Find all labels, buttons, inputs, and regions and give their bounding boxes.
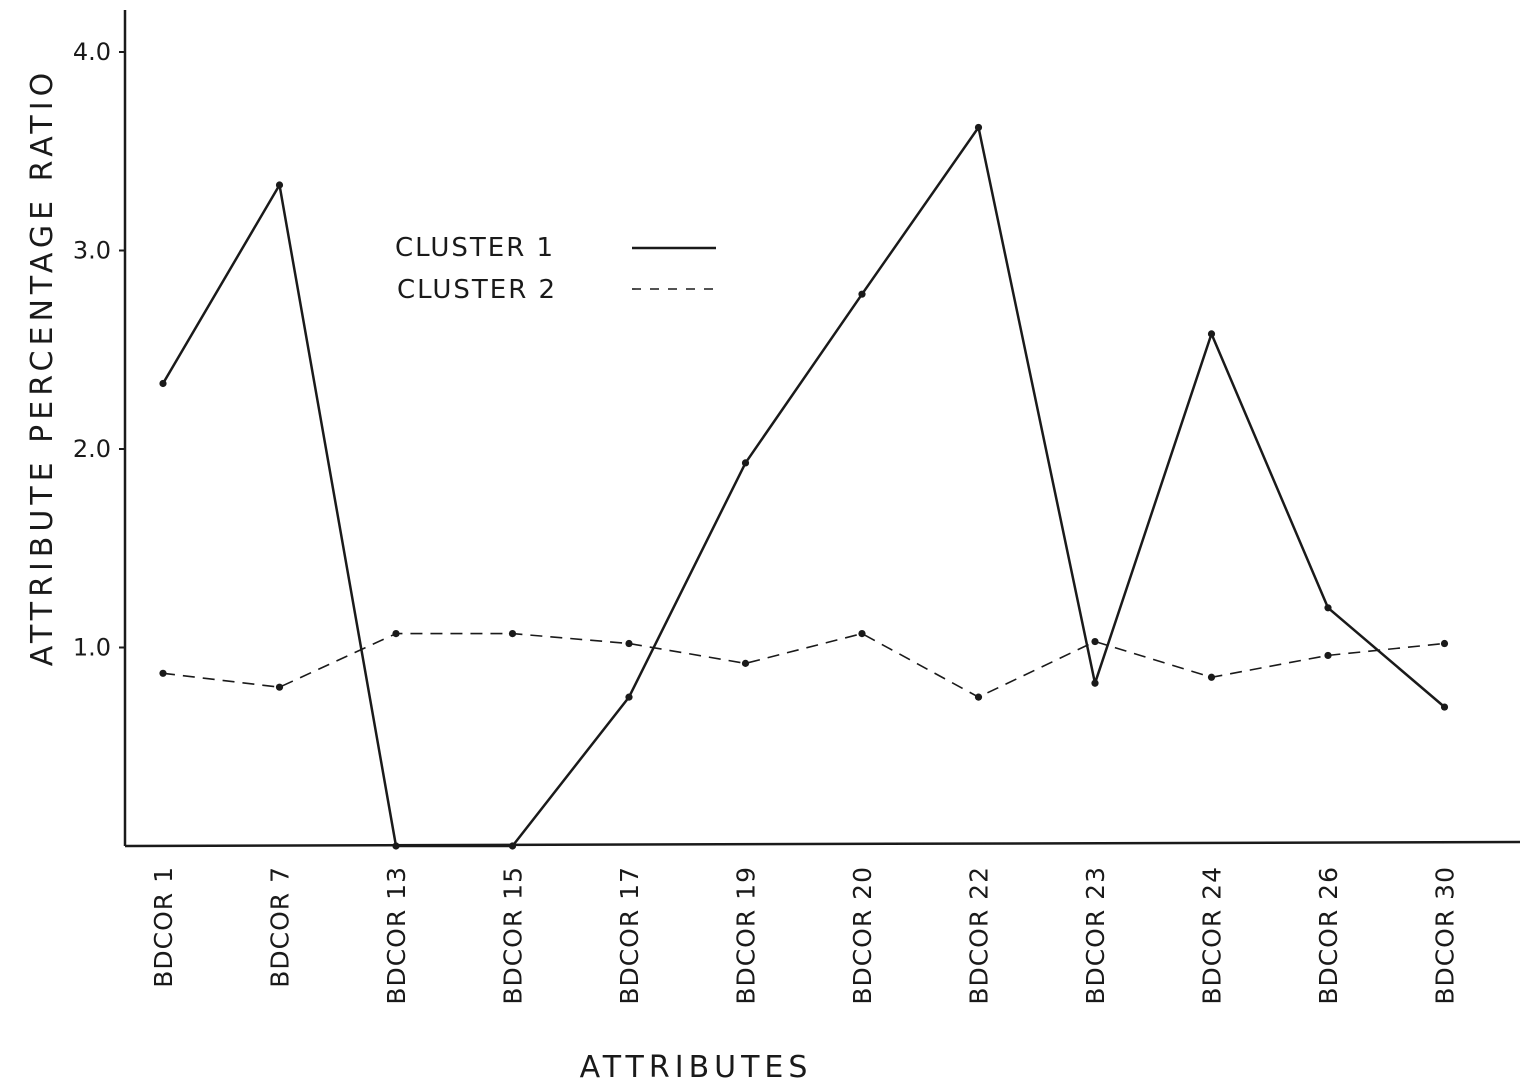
data-point-cluster-1 (275, 181, 284, 189)
x-axis-title: ATTRIBUTES (580, 1050, 813, 1085)
y-ticks: 1.0 2.0 3.0 4.0 (73, 38, 125, 662)
x-tick-label: BDCOR 26 (1314, 866, 1343, 1005)
data-point-cluster-2 (392, 630, 400, 638)
data-point-cluster-2 (858, 630, 866, 638)
x-axis-line (124, 840, 1521, 848)
legend: CLUSTER 1 CLUSTER 2 (395, 233, 716, 305)
series-line-cluster-1 (161, 126, 1446, 848)
x-tick-label: BDCOR 15 (499, 866, 528, 1005)
data-point-cluster-2 (275, 683, 284, 691)
x-tick-label: BDCOR 1 (149, 866, 178, 988)
data-point-cluster-1 (858, 290, 866, 298)
legend-label-cluster-2: CLUSTER 2 (397, 275, 557, 305)
x-tick-label: BDCOR 7 (266, 866, 295, 988)
y-tick-label: 4.0 (73, 38, 111, 66)
data-point-cluster-1 (625, 693, 633, 701)
data-point-cluster-1 (741, 459, 750, 467)
data-point-cluster-2 (1207, 673, 1216, 681)
series-lines (161, 126, 1446, 848)
y-tick-label: 2.0 (73, 435, 111, 463)
data-point-cluster-2 (1324, 651, 1332, 660)
data-point-cluster-2 (741, 659, 750, 667)
data-point-cluster-1 (392, 842, 400, 850)
data-point-cluster-1 (1091, 679, 1099, 687)
x-ticks: BDCOR 1 BDCOR 7 BDCOR 13 BDCOR 15 BDCOR 17 BD… (149, 866, 1460, 1005)
data-point-cluster-2 (1440, 639, 1449, 648)
x-tick-label: BDCOR 17 (615, 866, 644, 1005)
data-point-cluster-1 (1440, 703, 1449, 711)
data-point-cluster-1 (974, 123, 983, 132)
y-tick-label: 3.0 (73, 237, 111, 265)
data-point-cluster-1 (1324, 604, 1332, 612)
data-point-cluster-2 (159, 669, 167, 677)
series-line-cluster-2 (162, 632, 1445, 698)
y-axis-title: ATTRIBUTE PERCENTAGE RATIO (25, 68, 60, 666)
x-tick-label: BDCOR 30 (1431, 866, 1460, 1005)
data-point-cluster-2 (974, 693, 983, 701)
data-point-cluster-2 (1091, 637, 1099, 646)
x-tick-label: BDCOR 23 (1081, 866, 1110, 1005)
x-tick-label: BDCOR 24 (1198, 866, 1227, 1005)
data-point-cluster-1 (1207, 330, 1216, 338)
x-tick-label: BDCOR 20 (848, 866, 877, 1005)
data-point-cluster-2 (625, 639, 633, 648)
legend-label-cluster-1: CLUSTER 1 (395, 233, 555, 263)
y-tick-label: 1.0 (73, 634, 111, 662)
series-points (159, 123, 1449, 850)
x-tick-label: BDCOR 13 (382, 866, 411, 1005)
data-point-cluster-1 (508, 842, 517, 850)
x-tick-label: BDCOR 19 (732, 866, 761, 1005)
data-point-cluster-1 (159, 379, 167, 388)
axes (123, 10, 1521, 848)
data-point-cluster-2 (508, 630, 517, 638)
x-tick-label: BDCOR 22 (965, 866, 994, 1005)
